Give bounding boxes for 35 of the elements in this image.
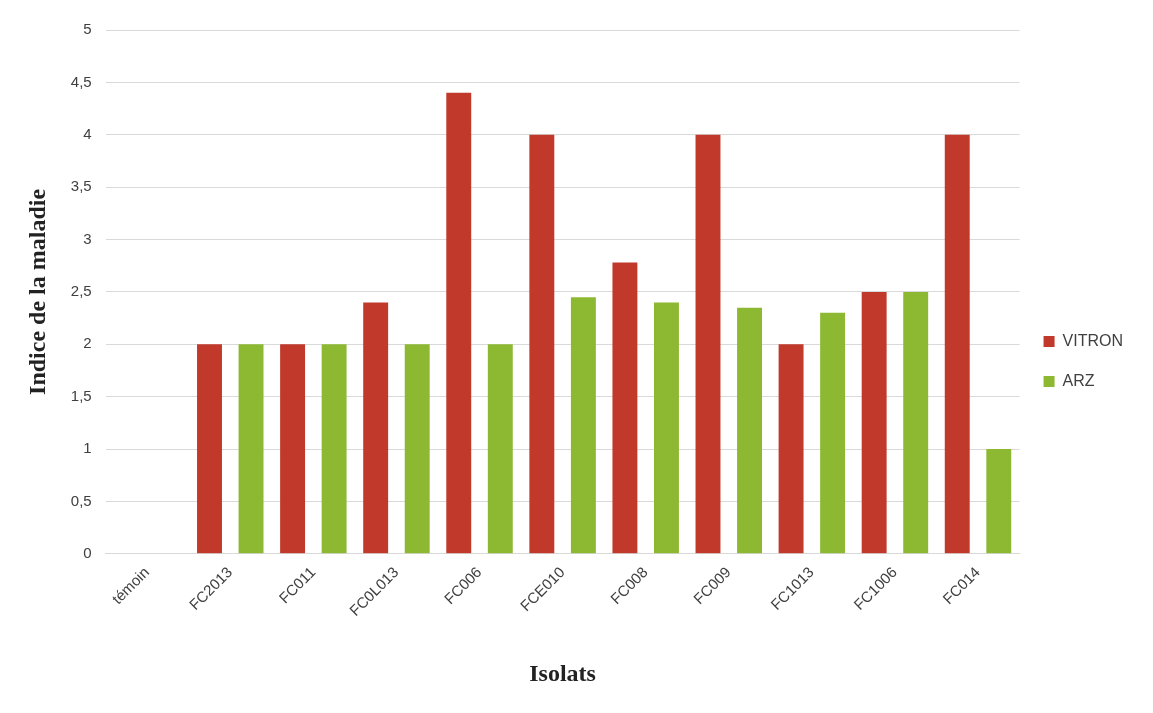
legend-label: ARZ — [1062, 371, 1095, 389]
bar — [944, 134, 970, 554]
y-tick-label: 1,5 — [70, 386, 92, 404]
x-axis-title: Isolats — [529, 659, 596, 686]
bar — [487, 344, 513, 554]
bar — [737, 307, 762, 554]
bar — [363, 302, 389, 554]
bar — [986, 449, 1012, 554]
y-tick-label: 0,5 — [70, 491, 92, 509]
bar — [529, 134, 555, 554]
y-tick-label: 3 — [83, 229, 92, 247]
bar — [653, 302, 679, 554]
bar — [238, 344, 264, 554]
y-tick-label: 4 — [83, 124, 92, 142]
bar — [778, 344, 804, 554]
bar — [197, 344, 222, 554]
bar — [903, 291, 929, 554]
bar — [612, 262, 638, 554]
legend-label: VITRON — [1062, 331, 1124, 349]
bar — [321, 344, 347, 554]
y-tick-label: 4,5 — [70, 72, 92, 90]
y-tick-label: 2 — [83, 334, 92, 352]
y-tick-label: 3,5 — [70, 177, 92, 195]
y-tick-label: 5 — [83, 20, 92, 38]
y-tick-label: 1 — [83, 439, 92, 457]
bar — [570, 297, 596, 554]
bar — [695, 134, 721, 554]
bar — [446, 92, 472, 554]
bar — [861, 291, 887, 554]
y-tick-label: 0 — [83, 543, 92, 561]
y-axis-title: Indice de la maladie — [23, 188, 50, 395]
bar — [280, 344, 306, 554]
y-tick-label: 2,5 — [70, 282, 92, 300]
bar — [404, 344, 430, 554]
bar — [820, 312, 846, 554]
